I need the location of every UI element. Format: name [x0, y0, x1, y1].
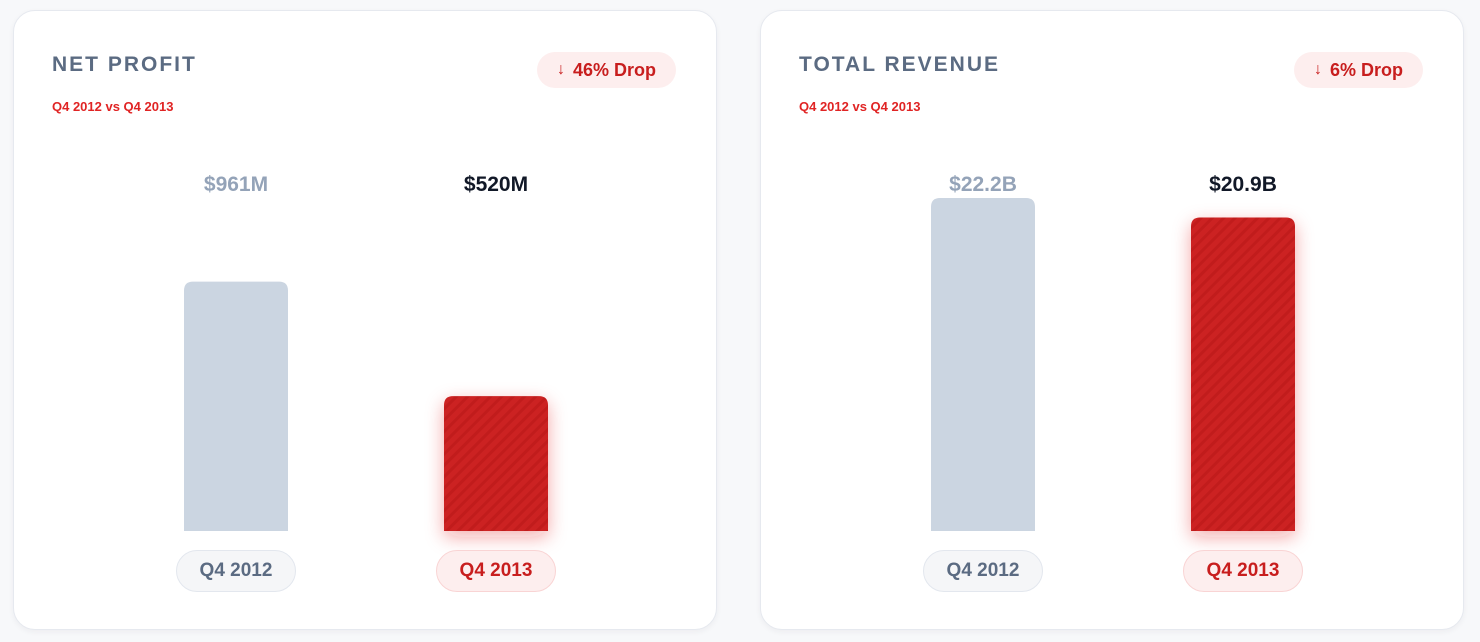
arrow-down-icon: ↓	[1313, 61, 1322, 78]
value-label-q4-2013: $20.9B	[1209, 173, 1277, 196]
bar-current-q4-2013	[1191, 217, 1295, 531]
net-profit-bar-chart: $961M $520M	[184, 173, 548, 531]
card-title: TOTAL REVENUE	[799, 53, 1001, 76]
total-revenue-card: TOTAL REVENUE Q4 2012 vs Q4 2013 ↓ 6% Dr…	[760, 10, 1464, 630]
change-badge-text: 6% Drop	[1329, 59, 1403, 80]
card-subtitle: Q4 2012 vs Q4 2013	[52, 99, 174, 114]
value-label-q4-2013: $520M	[464, 173, 528, 196]
bar-current-q4-2013	[444, 396, 548, 531]
bar-previous-q4-2012	[184, 281, 288, 531]
category-pill-q4-2012: Q4 2012	[923, 550, 1043, 592]
category-pill-q4-2013: Q4 2013	[436, 550, 556, 592]
change-badge: ↓ 46% Drop	[536, 52, 676, 88]
value-label-q4-2012: $961M	[204, 173, 268, 196]
category-pill-q4-2012: Q4 2012	[176, 550, 296, 592]
category-pill-q4-2013: Q4 2013	[1183, 550, 1303, 592]
bar-previous-q4-2012	[931, 198, 1035, 531]
card-title: NET PROFIT	[52, 53, 197, 76]
value-label-q4-2012: $22.2B	[949, 173, 1017, 196]
change-badge: ↓ 6% Drop	[1293, 52, 1423, 88]
arrow-down-icon: ↓	[556, 61, 565, 78]
total-revenue-bar-chart: $22.2B $20.9B	[931, 173, 1295, 531]
net-profit-card: NET PROFIT Q4 2012 vs Q4 2013 ↓ 46% Drop…	[13, 10, 717, 630]
change-badge-text: 46% Drop	[572, 59, 656, 80]
card-subtitle: Q4 2012 vs Q4 2013	[799, 99, 921, 114]
